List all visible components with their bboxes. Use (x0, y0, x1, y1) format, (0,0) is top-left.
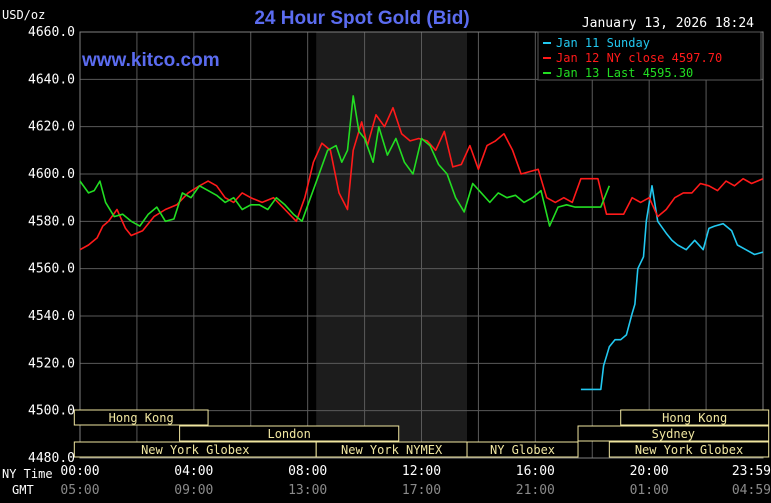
y-tick-label: 4580.0 (28, 214, 75, 229)
market-session-label: New York Globex (141, 443, 249, 457)
x-tick-label-ny: 00:00 (60, 464, 99, 479)
market-session-label: New York Globex (635, 443, 743, 457)
market-session-frame (620, 409, 770, 426)
x-tick-label-ny: 16:00 (516, 464, 555, 479)
y-tick-label: 4560.0 (28, 262, 75, 277)
market-session-frame (73, 409, 209, 426)
x-tick-label-gmt: 13:00 (288, 483, 327, 498)
shaded-session-region (316, 32, 468, 458)
market-session-label: NY Globex (490, 443, 555, 457)
x-tick-label-ny: 12:00 (402, 464, 441, 479)
market-session-label: Hong Kong (662, 411, 727, 425)
x-tick-label-ny: 20:00 (630, 464, 669, 479)
market-session-frame (577, 425, 770, 442)
series-layer (79, 95, 764, 391)
y-tick-label: 4640.0 (28, 72, 75, 87)
market-session-frame (179, 425, 400, 442)
gmt-row-label: GMT (12, 483, 34, 497)
y-tick-label: 4480.0 (28, 451, 75, 466)
x-tick-label-ny: 08:00 (288, 464, 327, 479)
market-session-label: Hong Kong (109, 411, 174, 425)
x-axis-ticks: 00:00 05:00 04:00 09:00 08:00 13:00 12:00 17:00… (60, 464, 771, 498)
x-tick-label-ny: 04:00 (174, 464, 213, 479)
shaded-nymex-session (316, 32, 468, 458)
legend-entry: Jan 13 Last 4595.30 (556, 66, 693, 80)
market-session-box: New York Globex (73, 441, 317, 458)
timestamp: January 13, 2026 18:24 (582, 16, 754, 31)
market-session-box: New York Globex (608, 441, 770, 458)
y-tick-label: 4500.0 (28, 404, 75, 419)
market-session-label: London (267, 427, 310, 441)
watermark: www.kitco.com (81, 50, 220, 71)
legend-entry: Jan 12 NY close 4597.70 (556, 51, 722, 65)
y-tick-label: 4660.0 (28, 25, 75, 40)
plot-frame (79, 31, 764, 459)
x-tick-label-gmt: 09:00 (174, 483, 213, 498)
x-tick-label-gmt: 04:59 (732, 483, 771, 498)
market-session-box: Hong Kong (73, 409, 209, 426)
y-tick-label: 4540.0 (28, 309, 75, 324)
legend-frame (537, 31, 762, 81)
market-session-box: London (179, 425, 400, 442)
market-session-label: New York NYMEX (341, 443, 443, 457)
series-line-1 (580, 185, 764, 391)
x-tick-label-gmt: 01:00 (630, 483, 669, 498)
x-tick-label-ny: 23:59 (732, 464, 771, 479)
chart-title: 24 Hour Spot Gold (Bid) (254, 8, 469, 29)
market-session-box: Sydney (577, 425, 770, 442)
market-session-box: Hong Kong (620, 409, 770, 426)
y-axis-label: USD/oz (2, 8, 45, 22)
x-tick-label-gmt: 05:00 (60, 483, 99, 498)
market-sessions: Hong Kong Hong Kong London Sydney New York G… (73, 409, 770, 458)
x-tick-label-gmt: 17:00 (402, 483, 441, 498)
market-session-frame (466, 441, 579, 458)
y-tick-label: 4620.0 (28, 120, 75, 135)
x-tick-label-gmt: 21:00 (516, 483, 555, 498)
y-tick-label: 4600.0 (28, 167, 75, 182)
series-line-3 (79, 95, 611, 227)
y-tick-label: 4520.0 (28, 356, 75, 371)
market-session-frame (608, 441, 770, 458)
ny-time-row-label: NY Time (2, 467, 53, 481)
legend-entry: Jan 11 Sunday (556, 36, 650, 50)
market-session-box: NY Globex (466, 441, 579, 458)
market-session-label: Sydney (652, 427, 695, 441)
market-session-box: New York NYMEX (315, 441, 468, 458)
y-axis-ticks: 4660.0 4640.0 4620.0 4600.0 4580.0 4560.0 4540… (28, 25, 75, 466)
